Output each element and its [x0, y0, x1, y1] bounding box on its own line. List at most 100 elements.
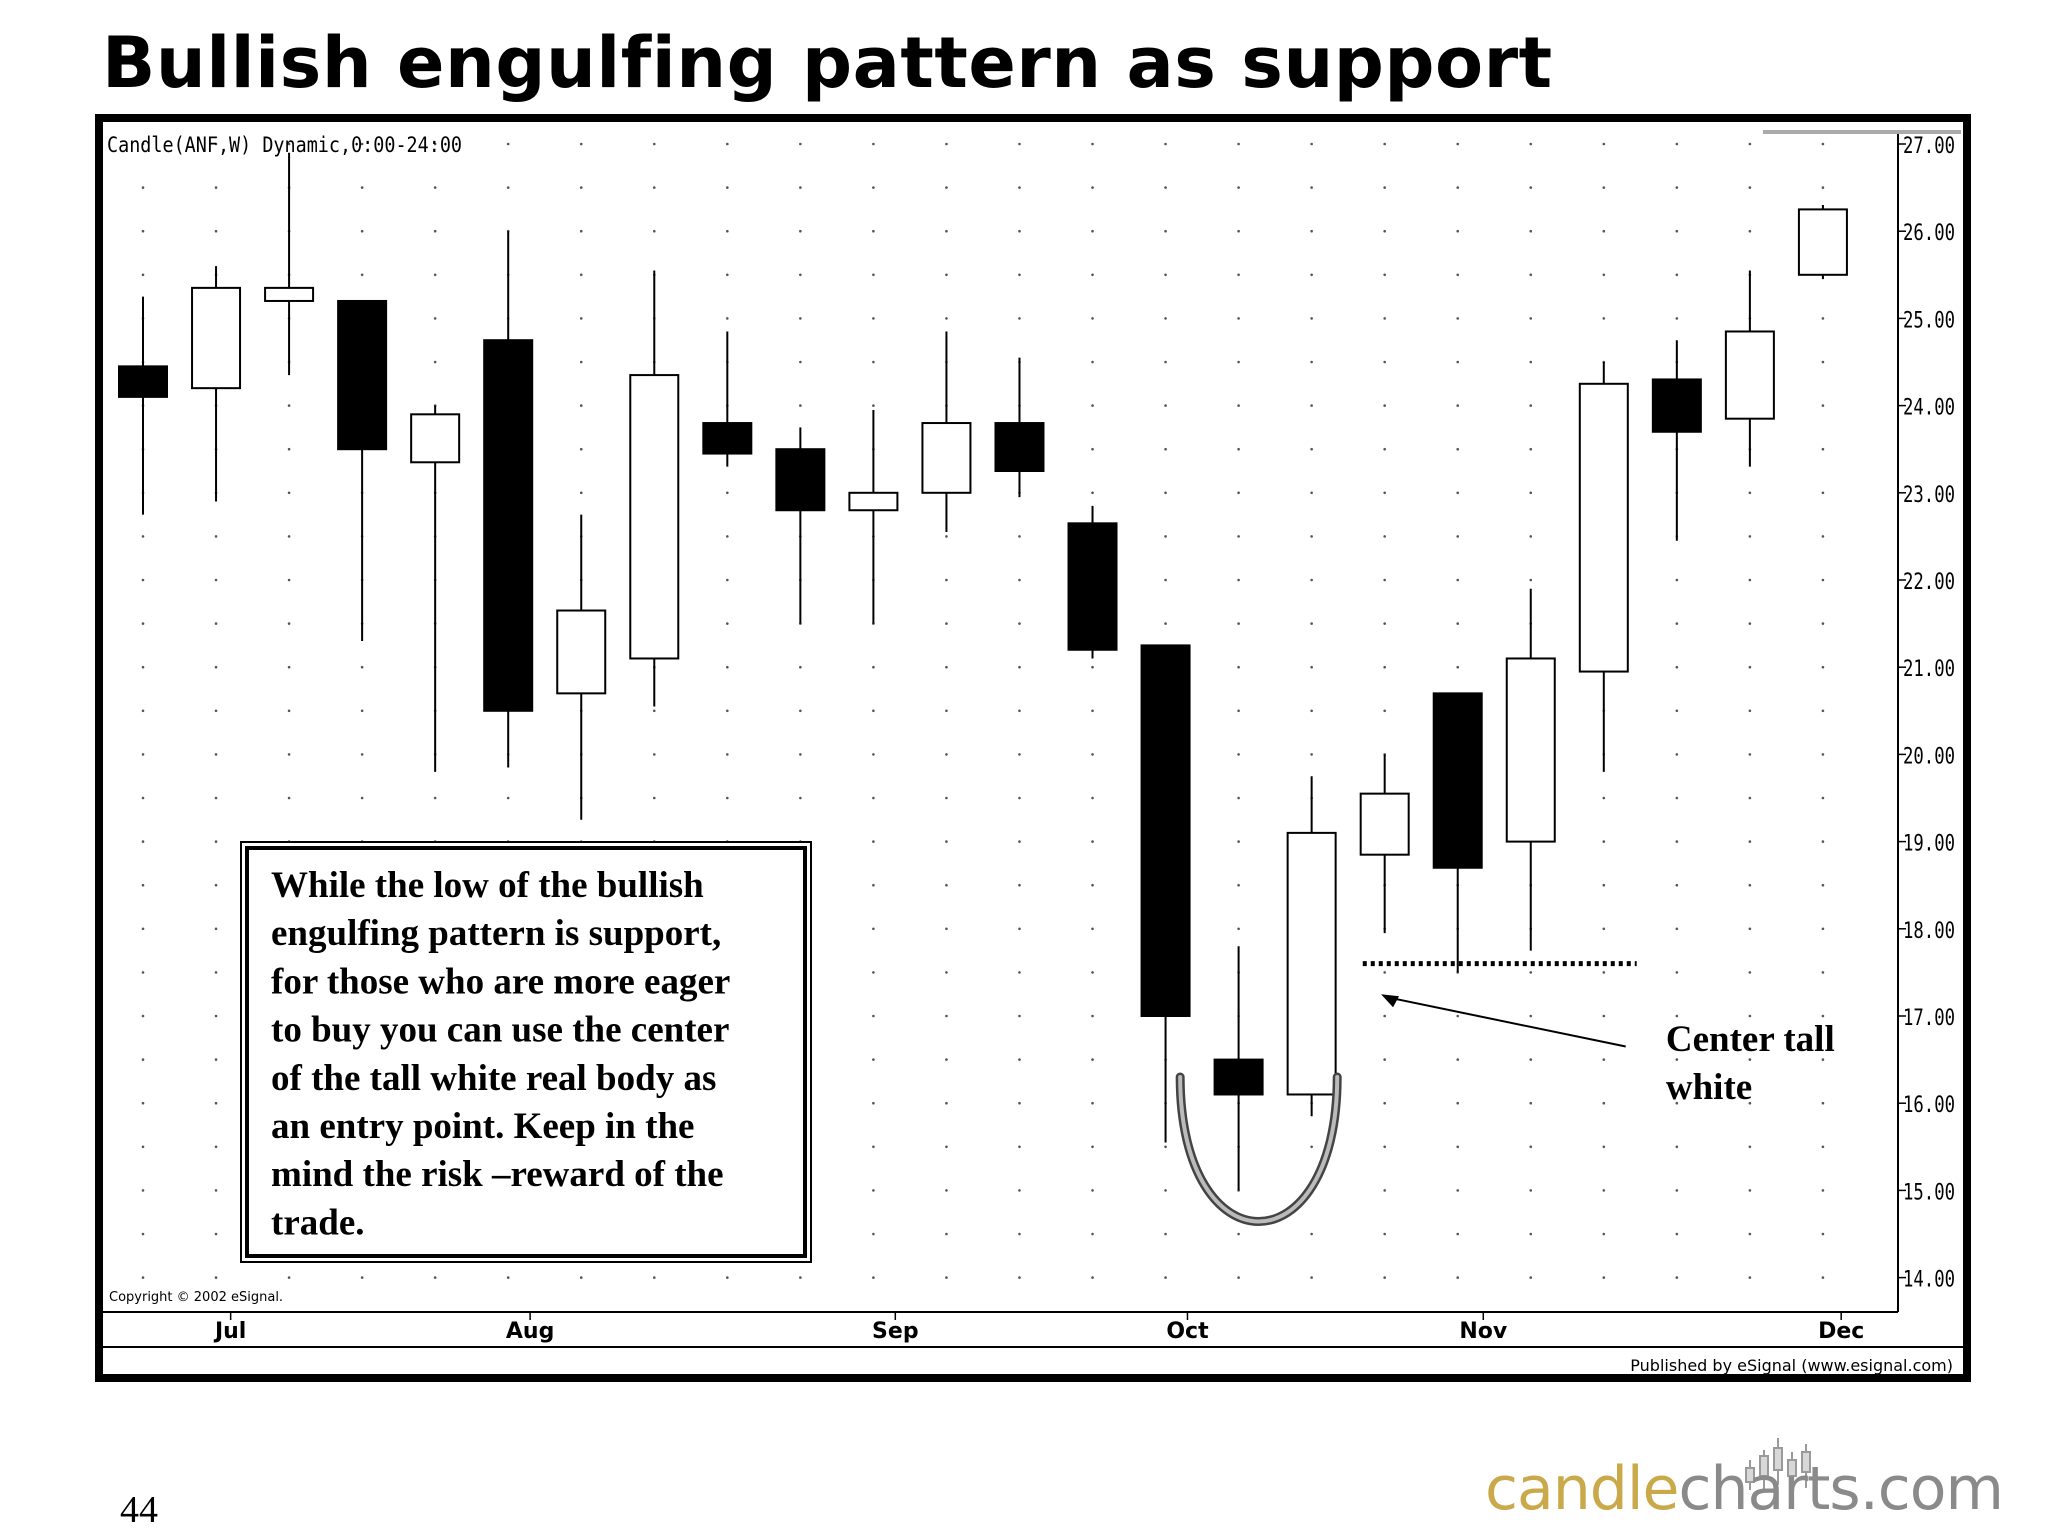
grid-dot [1018, 1014, 1021, 1018]
grid-dot [1675, 142, 1679, 146]
grid-dot [1456, 404, 1460, 407]
grid-dot [141, 796, 145, 800]
grid-dot [1748, 709, 1752, 713]
grid-dot [1602, 186, 1606, 189]
grid-dot [1602, 840, 1606, 843]
candlestick-chart: 27.00 26.00 25.00 24.00 23.00 22.00 21.00 20.00… [103, 122, 1963, 1374]
candle-body [556, 609, 607, 695]
x-month-label: Sep [872, 1319, 919, 1344]
grid-dot [1456, 1232, 1460, 1236]
grid-dot [1529, 273, 1533, 277]
grid-dot [360, 753, 364, 756]
pointer-arrow-line [1386, 996, 1626, 1048]
grid-dot [214, 1276, 218, 1279]
grid-dot [1237, 186, 1240, 189]
grid-dot [1748, 1145, 1752, 1149]
grid-dot [945, 273, 948, 277]
note-box-outer [240, 841, 812, 1263]
grid-dot [1456, 273, 1460, 277]
grid-dot [433, 317, 437, 320]
grid-dot [945, 142, 948, 146]
grid-dot [433, 142, 437, 146]
grid-dot [1529, 229, 1533, 233]
grid-dot [1602, 317, 1606, 320]
grid-dot [799, 186, 802, 189]
candle-body [264, 286, 315, 302]
axes: 27.00 26.00 25.00 24.00 23.00 22.00 21.00 20.00… [213, 134, 1955, 1344]
grid-dot [945, 753, 948, 756]
grid-dot [1675, 1276, 1679, 1279]
grid-dot [1821, 491, 1825, 495]
grid-dot [1164, 535, 1167, 538]
grid-dot [214, 883, 218, 887]
grid-dot [141, 273, 145, 277]
grid-dot [1383, 447, 1386, 451]
y-tick-label: 22.00 [1903, 570, 1955, 595]
grid-dot [1675, 840, 1679, 843]
center-label-line: Center tall [1666, 1019, 1835, 1060]
grid-dot [1237, 535, 1240, 538]
grid-dot [1529, 447, 1533, 451]
grid-dot [287, 404, 291, 407]
grid-dot [214, 1014, 218, 1018]
grid-dot [1748, 665, 1752, 669]
grid-dot [945, 1189, 948, 1192]
grid-dot [214, 840, 218, 843]
grid-dot [1675, 1232, 1679, 1236]
grid-dot [1018, 883, 1021, 887]
grid-dot [1310, 142, 1313, 146]
grid-dot [1456, 1014, 1460, 1018]
grid-dot [1675, 622, 1679, 625]
candle [848, 409, 899, 624]
grid-dot [1748, 1101, 1752, 1105]
y-tick-label: 25.00 [1903, 308, 1955, 333]
grid-dot [1018, 1232, 1021, 1236]
candle-body [702, 422, 753, 455]
grid-dot [141, 535, 145, 538]
grid-dot [1310, 1276, 1313, 1279]
grid-dot [872, 229, 875, 233]
grid-dot [1456, 1101, 1460, 1105]
note-text-line: mind the risk –reward of the [271, 1154, 724, 1195]
grid-dot [1164, 229, 1167, 233]
grid-dot [1018, 1276, 1021, 1279]
grid-dot [1821, 317, 1825, 320]
candle [775, 427, 826, 624]
grid-dot [1456, 360, 1460, 364]
grid-dot [1164, 142, 1167, 146]
grid-dot [1091, 927, 1094, 931]
grid-dot [1383, 622, 1386, 625]
grid-dot [360, 796, 364, 800]
grid-dot [1675, 709, 1679, 713]
candle-body [629, 374, 680, 660]
grid-dot [1675, 1145, 1679, 1149]
grid-dot [360, 273, 364, 277]
grid-dot [1091, 1276, 1094, 1279]
grid-dot [287, 535, 291, 538]
grid-dot [872, 404, 875, 407]
grid-dot [1164, 1145, 1167, 1149]
grid-dot [1018, 186, 1021, 189]
grid-dot [433, 360, 437, 364]
grid-dot [1529, 1014, 1533, 1018]
grid-dot [1456, 1145, 1460, 1149]
publisher-label: Published by eSignal (www.esignal.com) [1630, 1356, 1953, 1374]
grid-dot [214, 1145, 218, 1149]
grid-dot [1237, 1232, 1240, 1236]
grid-dot [1456, 317, 1460, 320]
grid-dot [1529, 1189, 1533, 1192]
grid-dot [214, 622, 218, 625]
candle-body [994, 422, 1045, 473]
grid-dot [726, 709, 729, 713]
grid-dot [652, 1276, 656, 1279]
grid-dot [1310, 317, 1313, 320]
grid-dot [872, 1145, 875, 1149]
grid-dot [579, 1276, 583, 1279]
grid-dot [945, 1276, 948, 1279]
grid-dot [1529, 1232, 1533, 1236]
grid-dot [1383, 317, 1386, 320]
grid-dot [945, 578, 948, 582]
grid-dot [1310, 709, 1313, 713]
grid-dot [726, 186, 729, 189]
candle [1432, 692, 1483, 973]
